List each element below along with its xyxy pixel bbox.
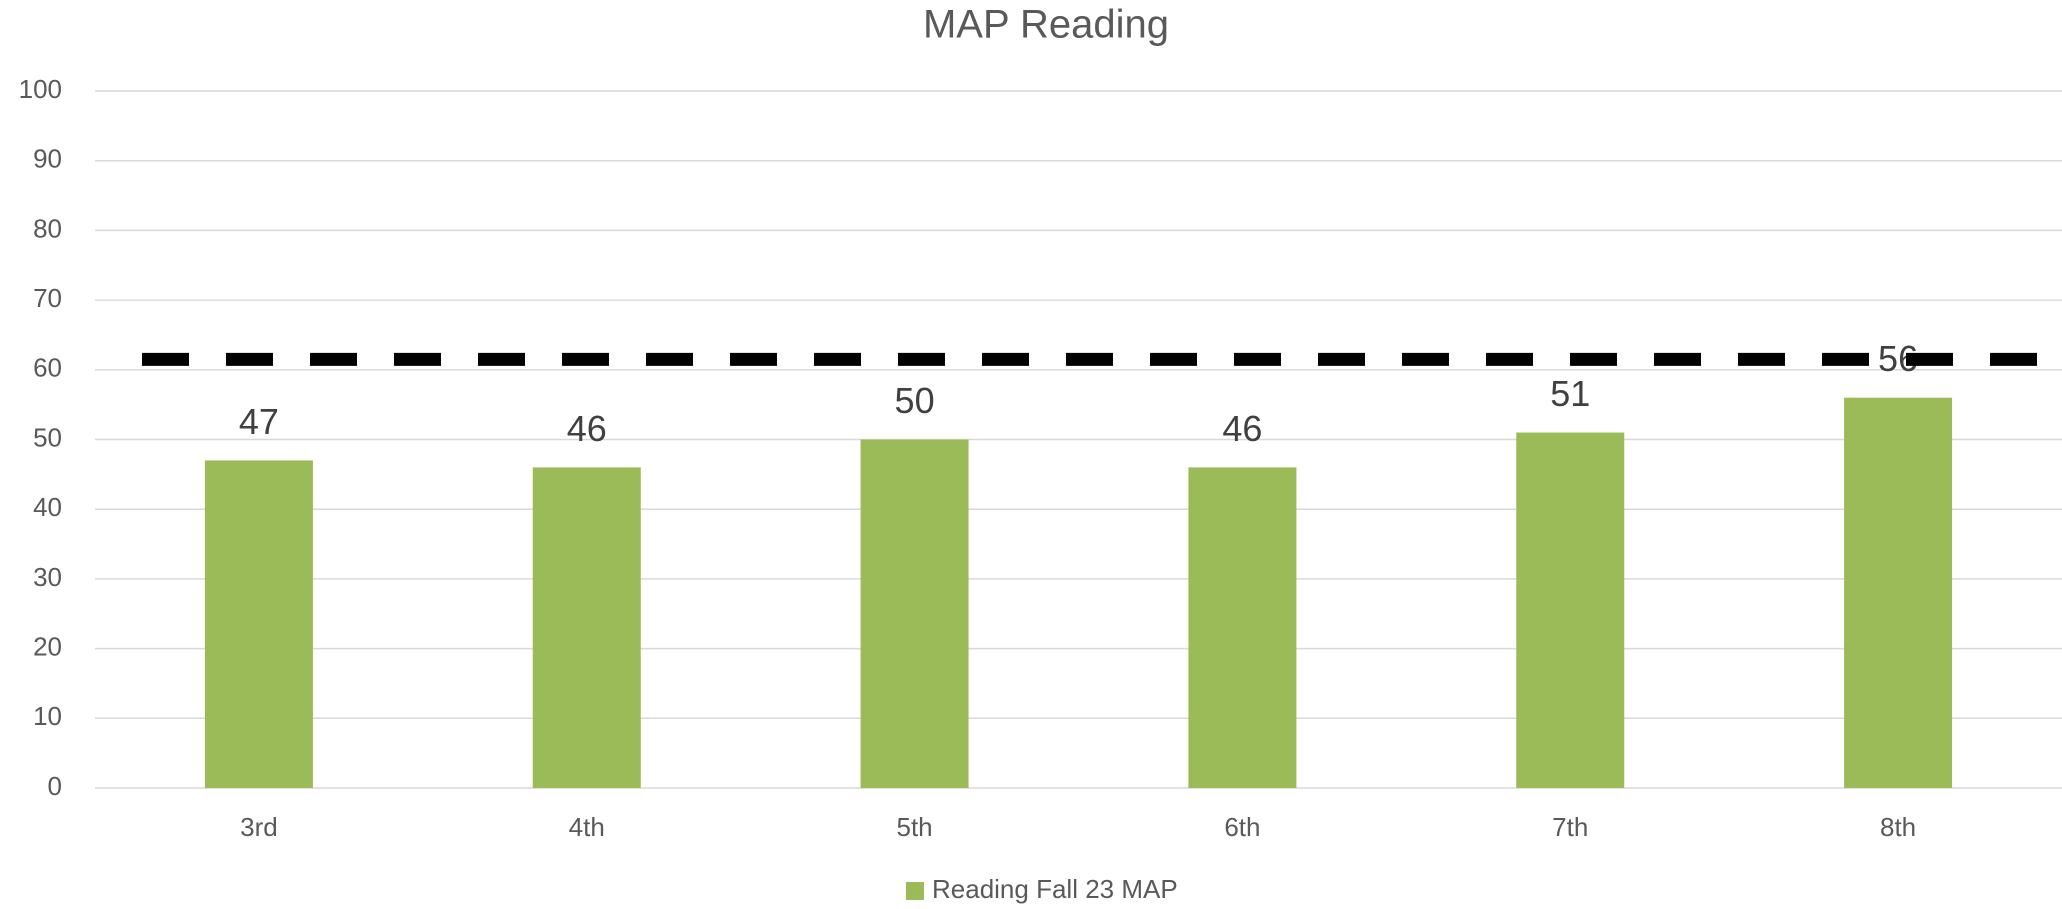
- x-tick-label: 3rd: [240, 812, 278, 842]
- data-label: 47: [239, 401, 279, 442]
- y-tick-label: 90: [33, 144, 62, 174]
- y-tick-label: 60: [33, 353, 62, 383]
- data-label: 51: [1550, 373, 1590, 414]
- y-tick-label: 70: [33, 283, 62, 313]
- legend-label: Reading Fall 23 MAP: [932, 874, 1178, 904]
- y-tick-label: 40: [33, 492, 62, 522]
- x-tick-label: 4th: [569, 812, 605, 842]
- y-tick-label: 50: [33, 422, 62, 452]
- chart-title: MAP Reading: [923, 3, 1169, 47]
- y-tick-label: 20: [33, 631, 62, 661]
- y-tick-label: 80: [33, 213, 62, 243]
- data-label: 46: [1222, 408, 1262, 449]
- data-label: 50: [895, 380, 935, 421]
- x-tick-label: 6th: [1224, 812, 1260, 842]
- bar: [1844, 397, 1953, 788]
- bar: [204, 460, 313, 788]
- x-tick-label: 7th: [1552, 812, 1588, 842]
- y-tick-label: 30: [33, 562, 62, 592]
- bar: [532, 467, 641, 788]
- x-tick-label: 8th: [1880, 812, 1916, 842]
- y-tick-label: 100: [19, 74, 62, 104]
- x-tick-label: 5th: [897, 812, 933, 842]
- bar: [1188, 467, 1297, 788]
- data-label: 46: [567, 408, 607, 449]
- bar: [860, 439, 969, 788]
- y-tick-label: 0: [48, 771, 62, 801]
- legend-swatch: [906, 882, 924, 900]
- bar: [1516, 432, 1625, 788]
- y-tick-label: 10: [33, 701, 62, 731]
